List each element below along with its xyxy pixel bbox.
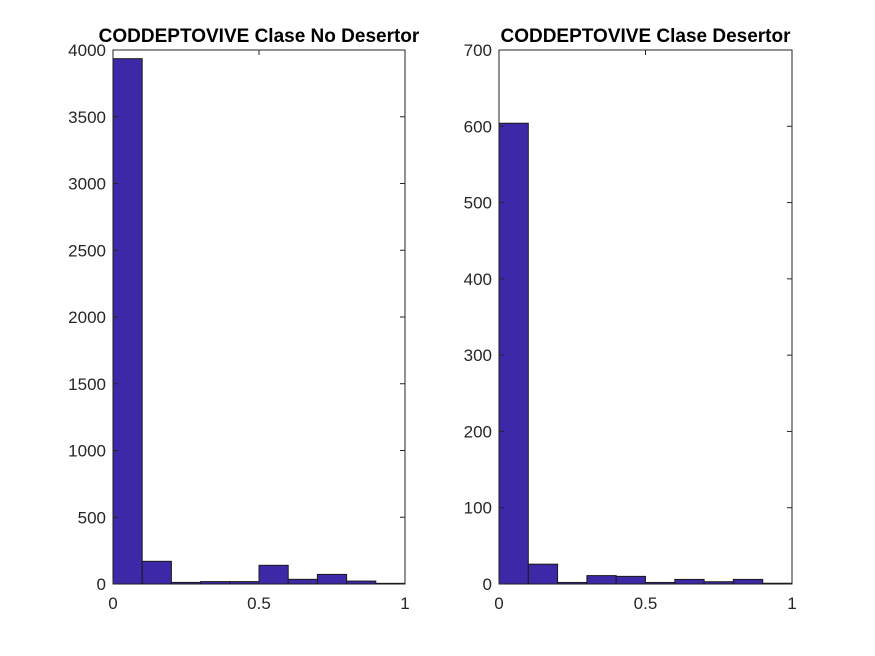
histogram-bar [346,580,377,585]
y-tick-label: 1000 [68,442,106,461]
histogram-bar [674,578,705,585]
histogram-bar [586,575,617,585]
y-tick-label: 1500 [68,375,106,394]
histogram-bar [316,573,348,585]
y-tick-label: 500 [464,194,492,213]
x-tick-label: 0 [108,594,117,613]
y-tick-label: 300 [464,346,492,365]
y-tick-label: 2500 [68,241,106,260]
histogram-bar [498,122,529,585]
x-tick-label: 1 [787,594,796,613]
histogram-bar [200,581,231,585]
y-tick-label: 600 [464,117,492,136]
axes-box [498,49,793,585]
histogram-bar [645,581,676,585]
histogram-bar [703,581,734,585]
y-tick-label: 200 [464,422,492,441]
histogram-bar [258,564,289,585]
histogram-bar [170,581,202,585]
y-tick-label: 2000 [68,308,106,327]
histogram-bar [141,560,172,585]
y-tick-label: 0 [97,575,106,594]
y-tick-label: 0 [483,575,492,594]
x-tick-label: 0 [494,594,503,613]
y-tick-label: 700 [464,41,492,60]
histogram-bar [527,563,559,585]
x-tick-label: 0.5 [247,594,271,613]
y-tick-label: 500 [78,508,106,527]
histogram-bar [229,581,260,585]
histogram-panel-desertor: 0 100 200 300 400 500 600 700 0 0.5 1 CODDEPTOVIVE … [464,26,797,613]
histogram-bar [557,581,588,585]
axes-box [112,49,406,585]
histogram-bar [287,578,318,585]
x-tick-label: 1 [400,594,409,613]
y-tick-label: 3500 [68,108,106,127]
histogram-bar [732,578,764,585]
histogram-panel-no-desertor: 0 500 1000 1500 2000 2500 3000 3500 4000 0 0.5 1 COD… [68,26,420,613]
y-tick-label: 3000 [68,175,106,194]
y-tick-label: 100 [464,499,492,518]
x-tick-label: 0.5 [634,594,658,613]
histogram-bar [112,58,143,585]
y-tick-label: 400 [464,270,492,289]
histogram-bar [615,575,647,585]
chart-title: CODDEPTOVIVE Clase Desertor [500,26,791,47]
y-tick-label: 4000 [68,41,106,60]
chart-title: CODDEPTOVIVE Clase No Desertor [99,26,420,47]
